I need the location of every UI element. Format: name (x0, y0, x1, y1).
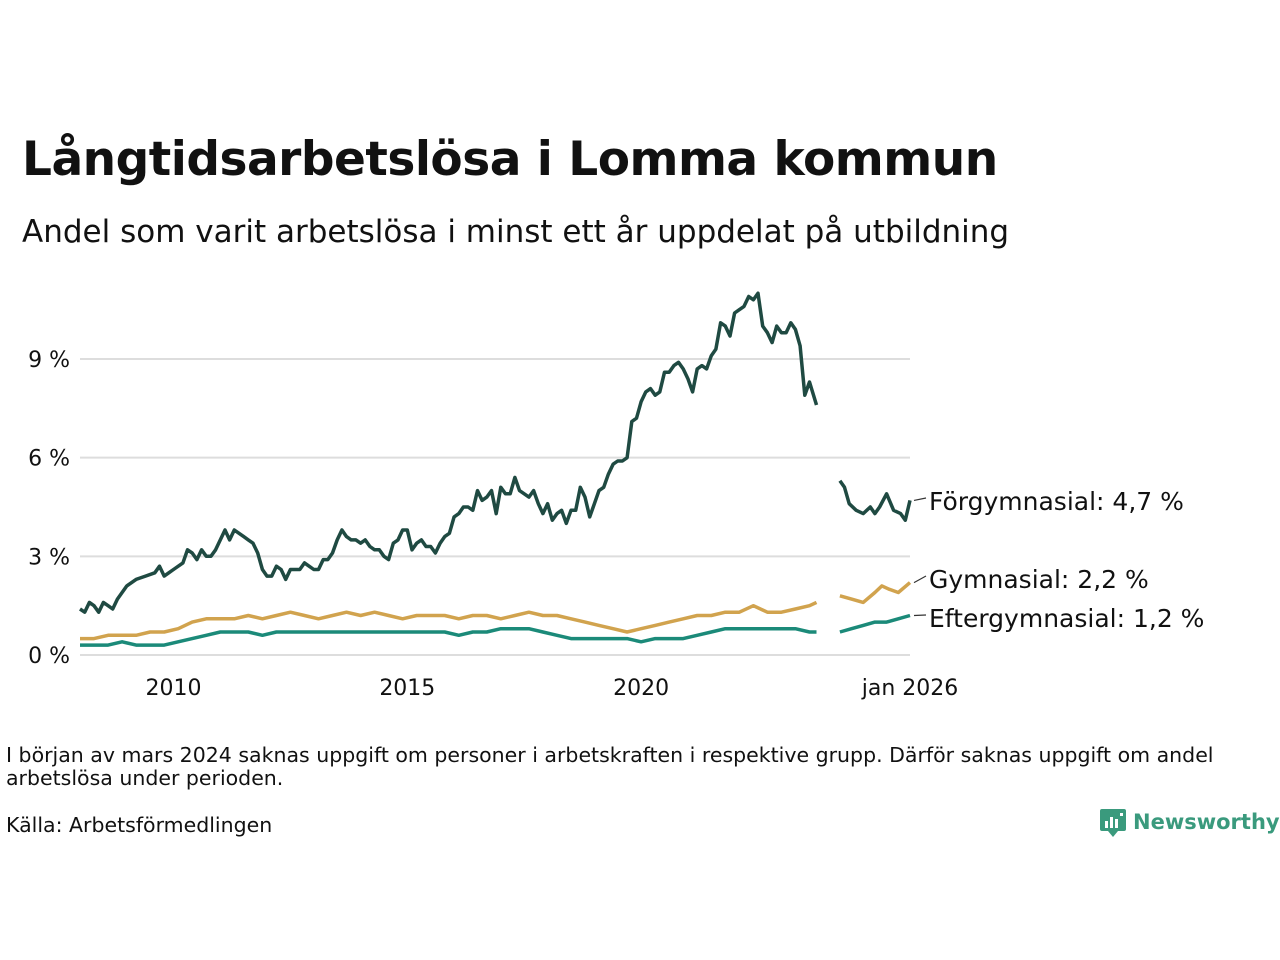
newsworthy-logo[interactable]: Newsworthy (1099, 807, 1280, 837)
y-axis-ticks: 0 % 3 % 6 % 9 % (28, 348, 70, 669)
source-text: Källa: Arbetsförmedlingen (6, 813, 273, 837)
newsworthy-logo-icon (1100, 809, 1126, 837)
series-label-leader (913, 575, 927, 584)
series-line-gymnasial (80, 600, 818, 641)
series-label-forgymnasial: Förgymnasial: 4,7 % (929, 487, 1184, 516)
series-line-forgymnasial (79, 291, 819, 614)
chart-title: Långtidsarbetslösa i Lomma kommun (22, 132, 998, 187)
y-tick-label: 3 % (28, 545, 70, 570)
x-tick-label: jan 2026 (861, 676, 959, 701)
series-line-gymnasial-after-gap (839, 581, 912, 605)
series-label-eftergymnasial: Eftergymnasial: 1,2 % (929, 604, 1204, 633)
x-tick-label: 2010 (146, 676, 202, 701)
x-tick-label: 2020 (613, 676, 669, 701)
y-tick-label: 9 % (28, 348, 70, 373)
series-label-leader (913, 614, 927, 617)
gridlines (80, 358, 910, 656)
series-label-leader (913, 497, 927, 502)
series-line-forgymnasial-after-gap (838, 479, 912, 522)
x-axis-ticks: 2010 2015 2020 jan 2026 (146, 676, 959, 701)
newsworthy-logo-text: Newsworthy (1133, 810, 1280, 834)
x-tick-label: 2015 (379, 676, 435, 701)
chart-subtitle: Andel som varit arbetslösa i minst ett å… (22, 214, 1010, 250)
y-tick-label: 0 % (28, 644, 70, 669)
line-chart: 0 % 3 % 6 % 9 % 2010 2015 2020 jan 2026 Förgym… (28, 291, 1204, 701)
y-tick-label: 6 % (28, 447, 70, 472)
series-line-eftergymnasial-after-gap (839, 613, 911, 634)
series-label-gymnasial: Gymnasial: 2,2 % (929, 565, 1149, 594)
chart-note: I början av mars 2024 saknas uppgift om … (6, 743, 1214, 790)
series-line-eftergymnasial (80, 626, 817, 647)
series-labels: Förgymnasial: 4,7 % Gymnasial: 2,2 % Efter… (913, 487, 1204, 633)
series-lines (79, 291, 912, 647)
